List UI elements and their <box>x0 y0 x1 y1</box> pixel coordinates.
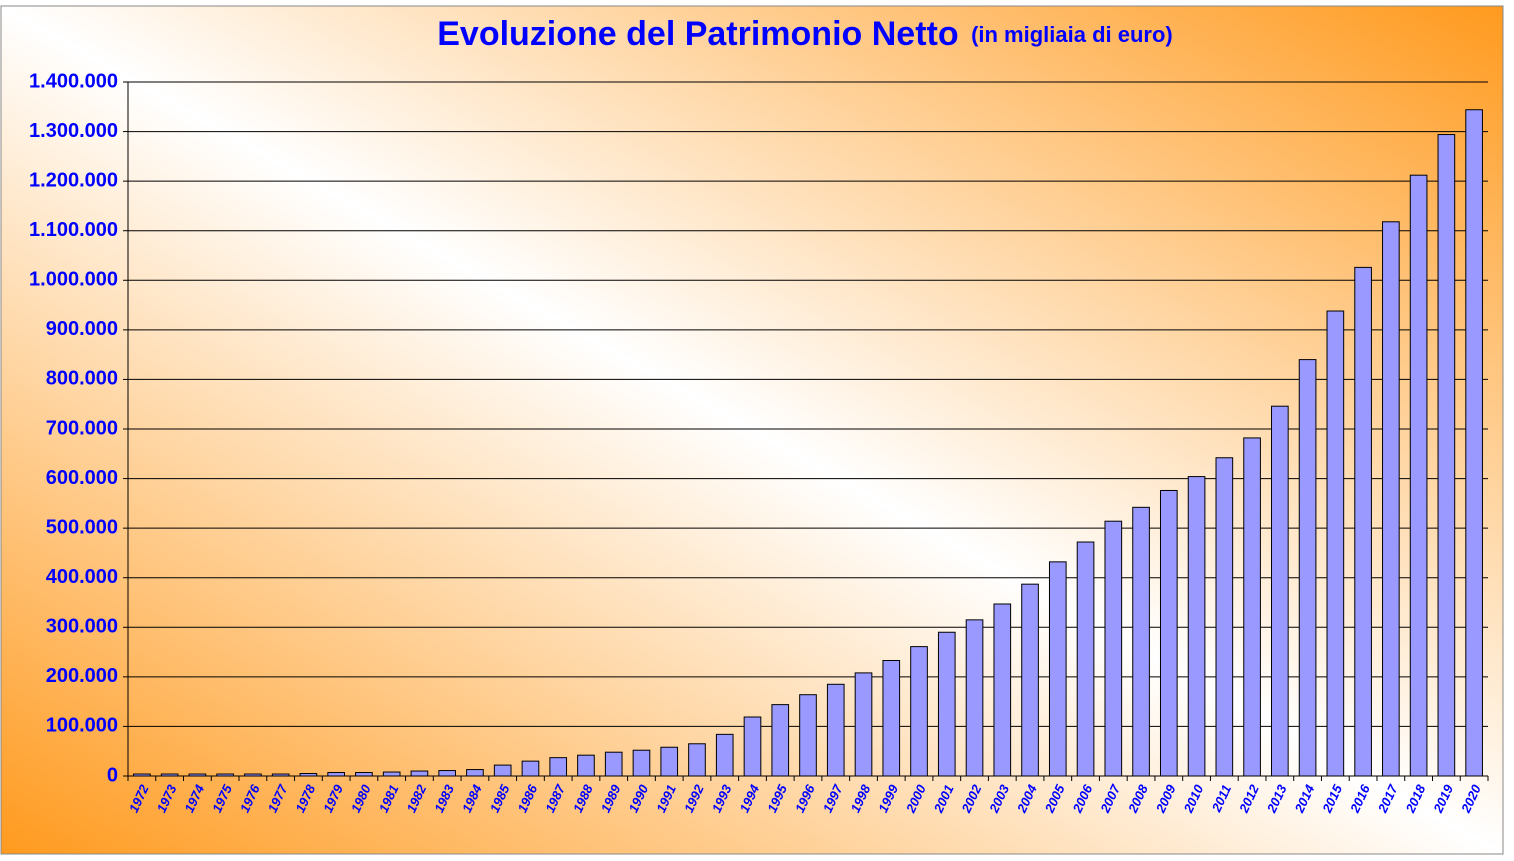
y-tick-label: 1.000.000 <box>29 269 118 291</box>
bar <box>1354 266 1372 777</box>
bar <box>466 769 484 777</box>
y-tick-label: 600.000 <box>46 467 118 489</box>
bar <box>660 746 679 777</box>
y-tick-label: 800.000 <box>46 368 118 390</box>
y-tick-label: 200.000 <box>46 665 118 687</box>
bar <box>826 683 845 777</box>
bar <box>604 751 623 777</box>
bar <box>688 743 706 777</box>
bar <box>1187 476 1206 777</box>
y-tick-label: 400.000 <box>46 566 118 588</box>
chart-title: Evoluzione del Patrimonio Netto <box>437 15 958 53</box>
bar <box>244 773 262 777</box>
bar <box>160 773 179 777</box>
bar <box>299 773 318 777</box>
y-tick-label: 0 <box>107 764 118 786</box>
bar <box>493 764 512 777</box>
y-tick-label: 1.200.000 <box>29 169 118 191</box>
bar <box>1132 506 1150 777</box>
y-tick-label: 500.000 <box>46 516 118 538</box>
chart-subtitle: (in migliaia di euro) <box>971 22 1173 47</box>
y-tick-label: 300.000 <box>46 616 118 638</box>
bar <box>715 733 734 777</box>
bar <box>355 772 373 777</box>
y-tick-label: 100.000 <box>46 715 118 737</box>
bar <box>910 646 928 777</box>
y-tick-label: 1.400.000 <box>29 70 118 92</box>
bar <box>993 603 1012 777</box>
bar <box>188 773 207 777</box>
bar <box>382 771 401 777</box>
bar <box>1465 109 1483 777</box>
bar <box>1104 520 1123 777</box>
bar <box>1298 359 1317 777</box>
bar <box>937 631 956 777</box>
bar <box>632 749 651 777</box>
y-tick-label: 1.100.000 <box>29 219 118 241</box>
bar <box>1076 541 1095 777</box>
bar <box>743 716 762 777</box>
bar <box>549 757 568 777</box>
bar <box>1243 437 1261 777</box>
bar <box>771 704 790 777</box>
bar <box>577 754 595 777</box>
bar <box>1326 310 1345 777</box>
bar <box>216 773 234 777</box>
bar <box>1409 174 1428 777</box>
bar <box>438 770 457 777</box>
bar <box>1382 221 1400 777</box>
bar <box>799 694 817 777</box>
bar <box>327 772 345 777</box>
bar <box>965 619 984 777</box>
bar <box>133 773 151 777</box>
bar <box>1271 405 1289 777</box>
bar <box>1048 561 1067 777</box>
bar <box>1021 583 1039 777</box>
y-tick-label: 700.000 <box>46 417 118 439</box>
bar <box>882 659 901 777</box>
bar <box>1437 134 1456 777</box>
y-tick-label: 1.300.000 <box>29 120 118 142</box>
bar <box>410 770 429 777</box>
y-tick-label: 900.000 <box>46 318 118 340</box>
bar <box>854 672 873 777</box>
bar <box>521 760 540 777</box>
chart-title-group: Evoluzione del Patrimonio Netto (in migl… <box>437 15 1173 53</box>
bar <box>1159 489 1178 777</box>
bar <box>271 773 290 777</box>
bar <box>1215 457 1234 777</box>
